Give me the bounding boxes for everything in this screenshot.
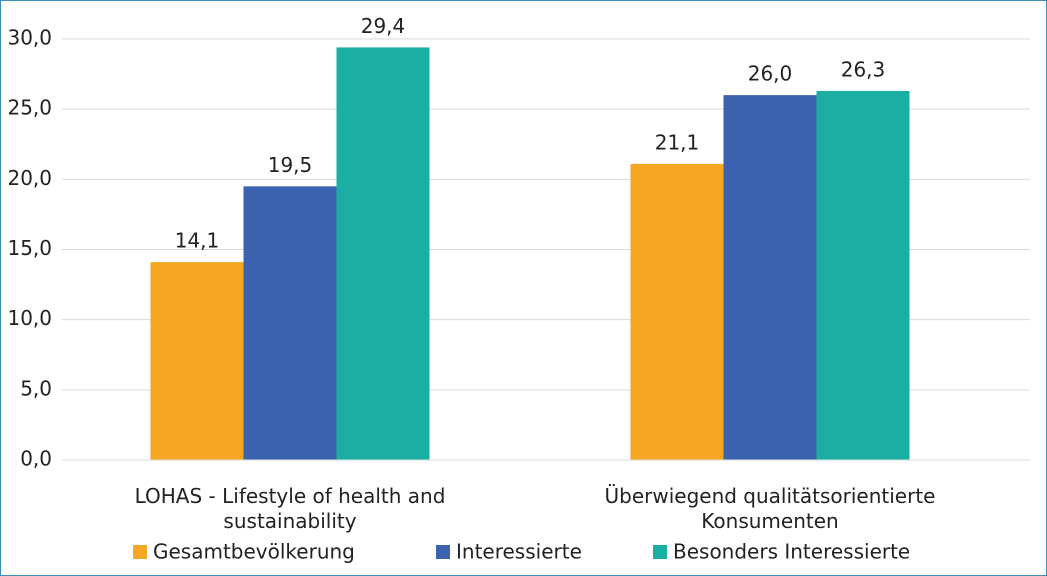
y-tick-label: 10,0 <box>7 306 52 330</box>
legend-swatch <box>133 545 147 559</box>
data-label: 29,4 <box>361 14 406 38</box>
y-tick-label: 5,0 <box>20 376 52 400</box>
data-label: 21,1 <box>655 130 700 154</box>
data-label: 26,0 <box>748 62 793 86</box>
bar <box>723 95 817 460</box>
legend-label: Gesamtbevölkerung <box>153 540 355 564</box>
bar <box>630 163 724 460</box>
y-tick-label: 0,0 <box>20 447 52 471</box>
legend-swatch <box>653 545 667 559</box>
bar <box>150 262 244 460</box>
bar <box>243 186 337 460</box>
data-label: 26,3 <box>841 57 886 81</box>
legend-swatch <box>436 545 450 559</box>
x-tick-label: LOHAS - Lifestyle of health and sustaina… <box>134 484 446 533</box>
legend-label: Besonders Interessierte <box>673 540 910 564</box>
data-label: 14,1 <box>175 229 220 253</box>
legend-label: Interessierte <box>456 540 582 564</box>
bar <box>336 47 430 461</box>
bar <box>816 90 910 460</box>
data-label: 19,5 <box>268 153 313 177</box>
x-tick-label: Überwiegend qualitätsorientierte Konsume… <box>604 484 936 533</box>
y-tick-label: 25,0 <box>7 96 52 120</box>
y-tick-label: 30,0 <box>7 26 52 50</box>
y-tick-label: 15,0 <box>7 236 52 260</box>
y-tick-label: 20,0 <box>7 166 52 190</box>
